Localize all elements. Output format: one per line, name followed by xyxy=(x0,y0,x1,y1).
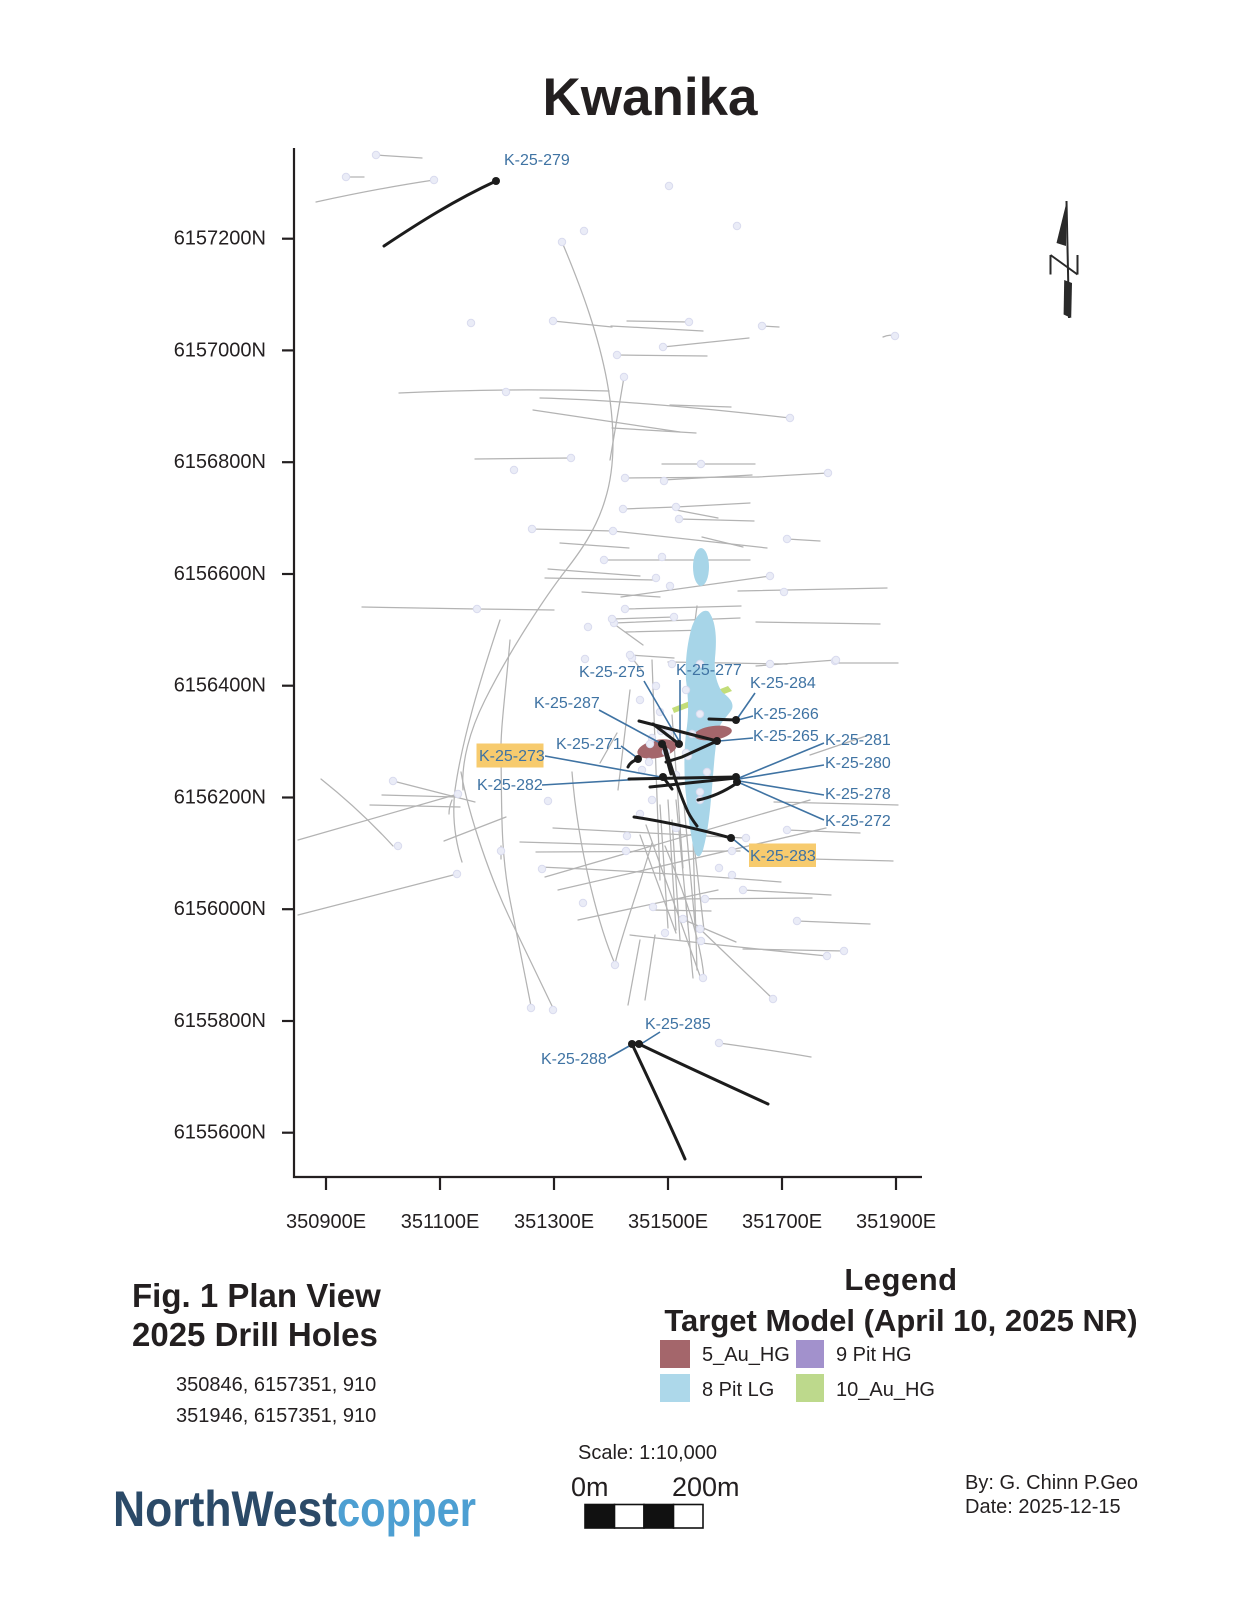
svg-text:K-25-265: K-25-265 xyxy=(753,728,819,745)
svg-text:6157200N: 6157200N xyxy=(174,228,266,250)
svg-text:6156000N: 6156000N xyxy=(174,898,266,920)
svg-text:6155800N: 6155800N xyxy=(174,1010,266,1032)
svg-text:K-25-275: K-25-275 xyxy=(579,664,645,681)
svg-text:K-25-287: K-25-287 xyxy=(534,695,600,712)
svg-text:351700E: 351700E xyxy=(742,1211,822,1233)
svg-text:K-25-284: K-25-284 xyxy=(750,675,816,692)
svg-text:6156800N: 6156800N xyxy=(174,451,266,473)
svg-text:K-25-278: K-25-278 xyxy=(825,786,891,803)
svg-text:9 Pit HG: 9 Pit HG xyxy=(836,1344,912,1366)
svg-text:351946, 6157351, 910: 351946, 6157351, 910 xyxy=(176,1405,376,1427)
svg-text:5_Au_HG: 5_Au_HG xyxy=(702,1344,790,1366)
svg-text:Kwanika: Kwanika xyxy=(542,68,758,127)
svg-text:0m: 0m xyxy=(571,1472,609,1502)
svg-text:6156400N: 6156400N xyxy=(174,675,266,697)
svg-text:200m: 200m xyxy=(672,1472,740,1502)
svg-text:351900E: 351900E xyxy=(856,1211,936,1233)
svg-text:K-25-271: K-25-271 xyxy=(556,736,622,753)
svg-text:351300E: 351300E xyxy=(514,1211,594,1233)
svg-text:By: G. Chinn P.Geo: By: G. Chinn P.Geo xyxy=(965,1472,1138,1494)
svg-text:K-25-280: K-25-280 xyxy=(825,755,891,772)
svg-text:K-25-285: K-25-285 xyxy=(645,1016,711,1033)
svg-text:Scale: 1:10,000: Scale: 1:10,000 xyxy=(578,1442,717,1464)
svg-text:K-25-272: K-25-272 xyxy=(825,813,891,830)
svg-text:K-25-282: K-25-282 xyxy=(477,777,543,794)
svg-text:K-25-281: K-25-281 xyxy=(825,732,891,749)
svg-text:Date: 2025-12-15: Date: 2025-12-15 xyxy=(965,1496,1121,1518)
svg-text:Fig. 1 Plan View: Fig. 1 Plan View xyxy=(132,1277,381,1314)
svg-text:6156600N: 6156600N xyxy=(174,563,266,585)
svg-text:351500E: 351500E xyxy=(628,1211,708,1233)
svg-text:6156200N: 6156200N xyxy=(174,787,266,809)
svg-text:Target Model (April 10, 2025 N: Target Model (April 10, 2025 NR) xyxy=(664,1303,1137,1338)
svg-text:6157000N: 6157000N xyxy=(174,339,266,361)
svg-text:K-25-277: K-25-277 xyxy=(676,662,742,679)
svg-text:K-25-266: K-25-266 xyxy=(753,706,819,723)
svg-text:NorthWestcopper: NorthWestcopper xyxy=(113,1481,476,1537)
svg-text:2025 Drill Holes: 2025 Drill Holes xyxy=(132,1316,378,1353)
svg-text:K-25-279: K-25-279 xyxy=(504,152,570,169)
svg-text:Legend: Legend xyxy=(844,1262,957,1297)
svg-text:350900E: 350900E xyxy=(286,1211,366,1233)
svg-text:10_Au_HG: 10_Au_HG xyxy=(836,1379,935,1401)
svg-text:350846, 6157351, 910: 350846, 6157351, 910 xyxy=(176,1374,376,1396)
svg-text:K-25-288: K-25-288 xyxy=(541,1051,607,1068)
svg-text:K-25-273: K-25-273 xyxy=(479,748,545,765)
svg-text:351100E: 351100E xyxy=(401,1211,480,1233)
svg-text:8 Pit LG: 8 Pit LG xyxy=(702,1379,774,1401)
svg-text:K-25-283: K-25-283 xyxy=(750,848,816,865)
svg-text:6155600N: 6155600N xyxy=(174,1122,266,1144)
